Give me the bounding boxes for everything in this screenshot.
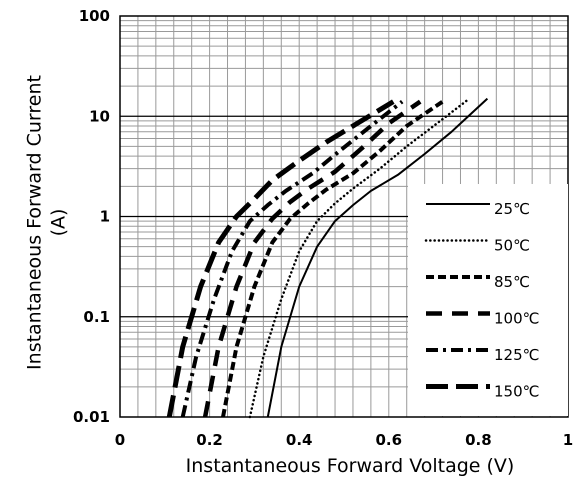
y-tick-labels: 0.01 0.1 1 10 100 [73, 7, 110, 426]
y-tick-label: 10 [89, 107, 110, 125]
x-tick-labels: 0 0.2 0.4 0.6 0.8 1 [115, 431, 573, 449]
legend-label: 50℃ [494, 237, 530, 255]
legend-label: 125℃ [494, 346, 539, 364]
series-line-1 [248, 97, 471, 419]
legend-label: 100℃ [494, 310, 539, 328]
legend-label: 25℃ [494, 200, 530, 218]
x-tick-label: 0.2 [196, 431, 223, 449]
y-tick-label: 0.01 [73, 408, 110, 426]
x-tick-label: 1 [563, 431, 573, 449]
y-tick-label: 1 [100, 208, 110, 226]
x-tick-label: 0.4 [286, 431, 313, 449]
legend-box [408, 184, 568, 416]
x-tick-label: 0 [115, 431, 125, 449]
legend-label: 85℃ [494, 273, 530, 291]
x-tick-label: 0.8 [465, 431, 492, 449]
legend-label: 150℃ [494, 383, 539, 401]
series-line-2 [221, 99, 444, 418]
legend: 25℃ 50℃ 85℃ 100℃ 125℃ 150℃ [408, 184, 568, 416]
series-line-3 [202, 99, 422, 418]
y-tick-label: 100 [79, 7, 110, 25]
y-tick-label: 0.1 [83, 308, 110, 326]
y-axis-title-line: Instantaneous Forward Current [24, 75, 46, 370]
y-axis-title: Instantaneous Forward Current(A) [24, 75, 70, 370]
y-axis-title-unit: (A) [47, 209, 69, 237]
x-axis-title: Instantaneous Forward Voltage (V) [186, 455, 515, 477]
series-line-0 [266, 97, 489, 418]
x-tick-label: 0.6 [376, 431, 403, 449]
series-layer [166, 97, 489, 419]
series-line-4 [180, 100, 404, 418]
series-line-5 [166, 99, 395, 418]
